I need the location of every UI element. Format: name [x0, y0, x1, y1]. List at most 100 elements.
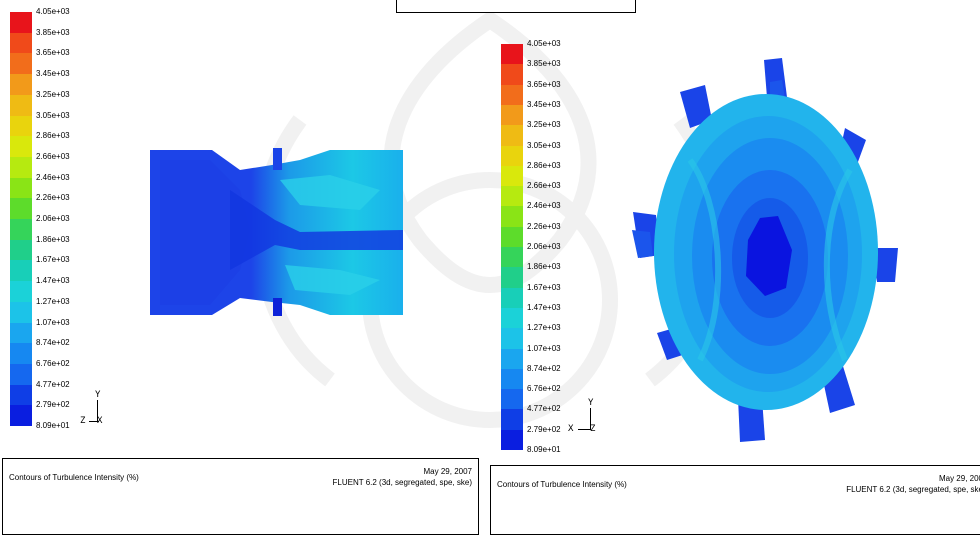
- axis-line-horizontal: [89, 421, 99, 422]
- legend-label: 3.05e+03: [527, 140, 561, 150]
- plot-date: May 29, 200: [938, 474, 980, 483]
- legend-label: 2.06e+03: [36, 214, 70, 223]
- legend-label: 4.77e+02: [36, 379, 70, 389]
- legend-label: 8.09e+01: [36, 421, 70, 430]
- legend-swatch: [501, 247, 523, 268]
- legend-swatch: [10, 239, 32, 261]
- legend-label: 3.65e+03: [527, 79, 561, 89]
- legend-swatch: [10, 363, 32, 386]
- legend-swatch: [10, 198, 32, 220]
- color-legend-right: 4.05e+03 3.85e+03 3.65e+03 3.45e+03 3.25e+03…: [501, 39, 581, 464]
- legend-swatch: [10, 12, 32, 34]
- legend-label: 1.07e+03: [527, 343, 561, 353]
- legend-label: 2.79e+02: [36, 400, 70, 410]
- legend-swatch: [501, 64, 523, 86]
- legend-label: 1.47e+03: [36, 276, 70, 286]
- legend-label: 2.06e+03: [527, 242, 561, 251]
- plot-title: Contours of Turbulence Intensity (%): [497, 480, 627, 489]
- legend-label: 6.76e+02: [36, 358, 70, 368]
- legend-label: 8.09e+01: [527, 445, 561, 454]
- legend-swatch: [10, 343, 32, 365]
- legend-label: 1.67e+03: [527, 282, 561, 292]
- legend-swatch: [10, 281, 32, 303]
- legend-label: 1.67e+03: [36, 255, 70, 265]
- legend-swatch: [501, 389, 523, 410]
- legend-label: 2.46e+03: [527, 201, 561, 211]
- legend-swatch: [501, 104, 523, 126]
- axis-right-label: Z: [590, 424, 596, 434]
- legend-label: 2.26e+03: [527, 221, 561, 231]
- legend-swatch: [501, 206, 523, 228]
- axis-triad-left: Y Z X: [80, 390, 123, 430]
- legend-label: 3.25e+03: [36, 89, 70, 99]
- legend-swatch: [501, 307, 523, 329]
- legend-swatch: [10, 384, 32, 406]
- solver-version: FLUENT 6.2 (3d, segregated, spe, ske: [846, 485, 980, 494]
- legend-label: 2.86e+03: [36, 131, 70, 141]
- legend-swatch: [501, 328, 523, 349]
- legend-label: 8.74e+02: [527, 363, 561, 373]
- axis-left-label: X: [568, 424, 574, 434]
- legend-label: 3.05e+03: [36, 110, 70, 120]
- legend-swatch: [10, 405, 32, 427]
- legend-swatch: [501, 409, 523, 431]
- legend-label: 2.79e+02: [527, 424, 561, 434]
- legend-label: 2.26e+03: [36, 193, 70, 203]
- legend-swatch: [501, 368, 523, 390]
- legend-swatch: [501, 226, 523, 248]
- legend-swatch: [10, 260, 32, 282]
- legend-swatch: [501, 84, 523, 106]
- legend-label: 1.07e+03: [36, 317, 70, 327]
- legend-label: 1.27e+03: [527, 323, 561, 333]
- legend-label: 4.05e+03: [36, 7, 70, 16]
- color-legend-left: 4.05e+03 3.85e+03 3.65e+03 3.45e+03 3.25e+03…: [10, 7, 90, 452]
- legend-swatch: [501, 186, 523, 207]
- legend-label: 3.25e+03: [527, 120, 561, 130]
- solver-version: FLUENT 6.2 (3d, segregated, spe, ske): [332, 478, 472, 487]
- legend-label: 3.65e+03: [36, 48, 70, 58]
- legend-label: 8.74e+02: [36, 338, 70, 348]
- plot-title: Contours of Turbulence Intensity (%): [9, 473, 139, 482]
- info-box-right: Contours of Turbulence Intensity (%) May…: [490, 465, 980, 535]
- legend-swatch: [10, 177, 32, 199]
- axis-up-label: Y: [588, 398, 594, 408]
- legend-label: 2.66e+03: [36, 151, 70, 161]
- legend-swatch: [10, 94, 32, 116]
- legend-label: 1.27e+03: [36, 296, 70, 306]
- legend-swatch: [501, 125, 523, 146]
- legend-swatch: [10, 53, 32, 75]
- legend-swatch: [501, 287, 523, 309]
- legend-swatch: [10, 322, 32, 344]
- legend-swatch: [501, 145, 523, 167]
- axis-left-label: Z: [80, 416, 86, 426]
- legend-swatch: [10, 156, 32, 179]
- legend-label: 2.46e+03: [36, 172, 70, 182]
- axis-triad-right: Y X Z: [568, 398, 608, 438]
- legend-swatch: [10, 74, 32, 96]
- legend-swatch: [10, 32, 32, 54]
- axis-up-label: Y: [95, 390, 101, 400]
- legend-swatch: [10, 219, 32, 241]
- legend-label: 6.76e+02: [527, 384, 561, 394]
- axis-line-vertical: [97, 400, 98, 422]
- plot-date: May 29, 2007: [423, 467, 472, 476]
- legend-label: 1.86e+03: [527, 262, 561, 272]
- legend-label: 4.77e+02: [527, 404, 561, 414]
- legend-label: 3.85e+03: [36, 27, 70, 37]
- legend-swatch: [501, 44, 523, 65]
- axis-line-vertical: [590, 408, 591, 430]
- header-box: [396, 0, 636, 13]
- legend-label: 1.86e+03: [36, 234, 70, 244]
- legend-swatch: [501, 348, 523, 370]
- axis-line-horizontal: [578, 429, 590, 430]
- legend-label: 2.66e+03: [527, 181, 561, 191]
- axis-right-label: X: [97, 416, 103, 426]
- legend-swatch: [10, 136, 32, 158]
- legend-swatch: [501, 267, 523, 289]
- info-box-left: Contours of Turbulence Intensity (%) May…: [2, 458, 479, 535]
- legend-label: 1.47e+03: [527, 302, 561, 312]
- legend-swatch: [501, 165, 523, 187]
- legend-swatch: [501, 429, 523, 451]
